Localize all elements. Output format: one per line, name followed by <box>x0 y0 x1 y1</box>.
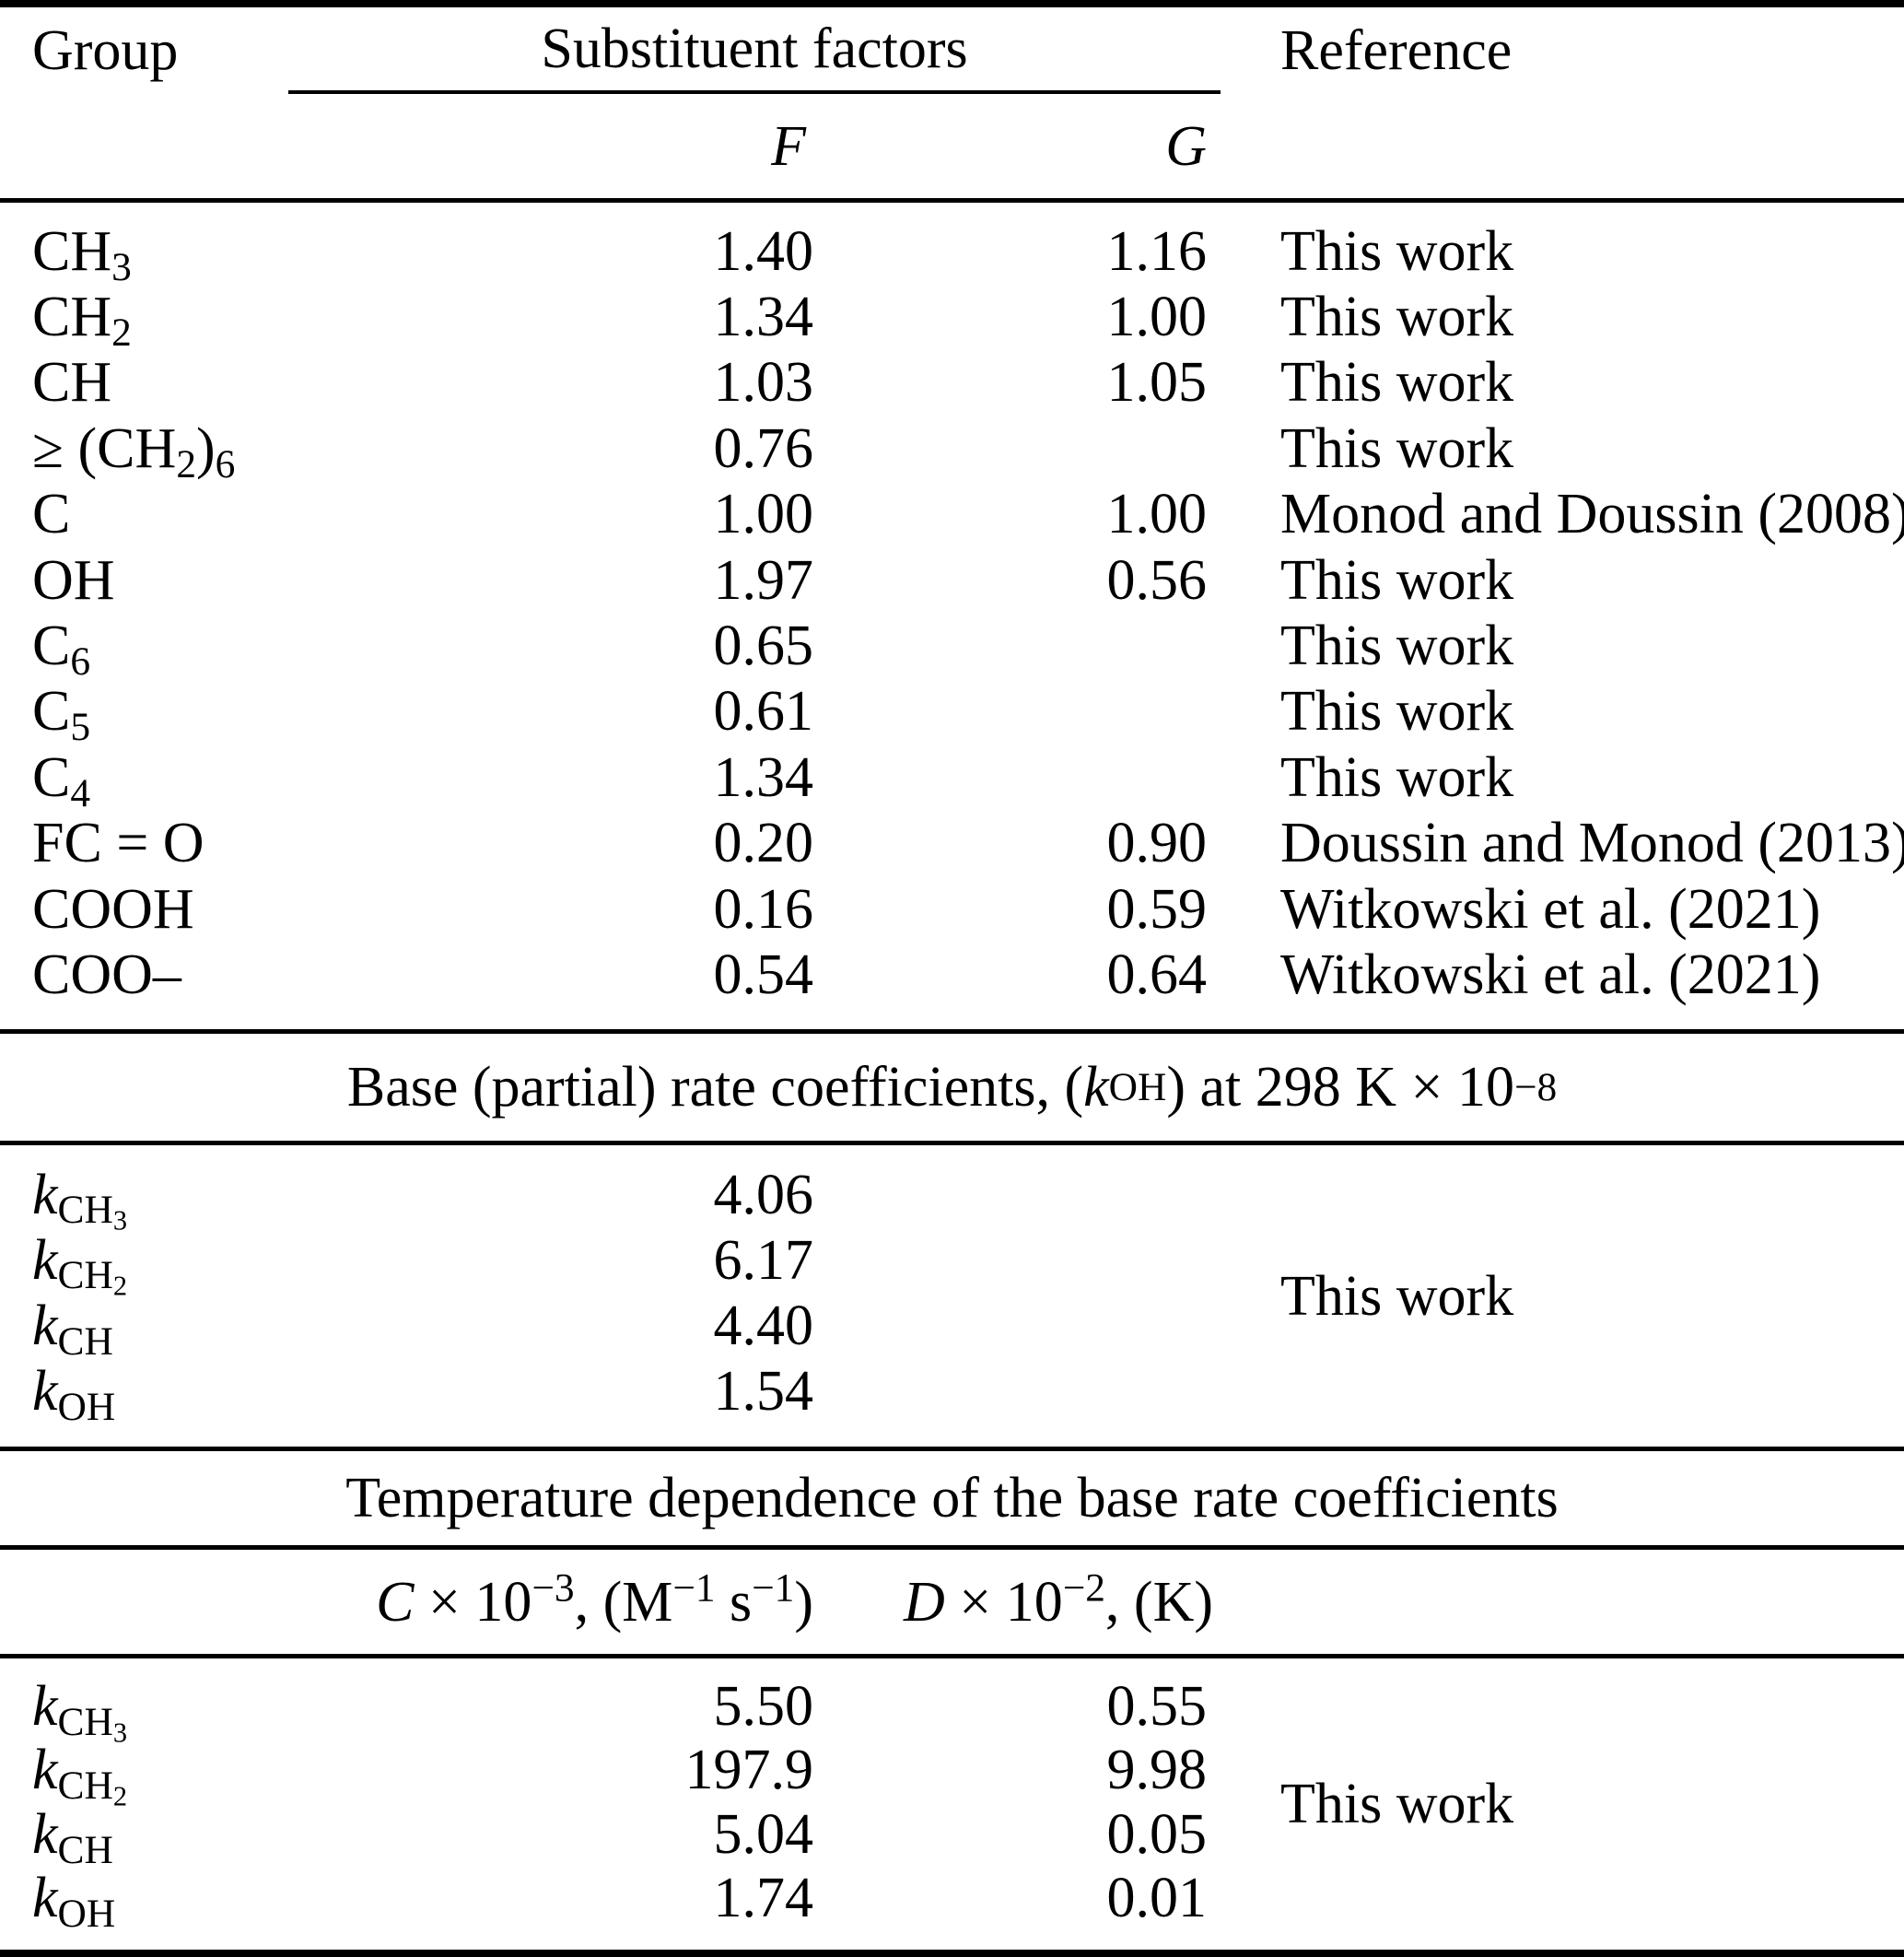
reference-cell: Witkowski et al. (2021) <box>1280 943 1821 1006</box>
f-value: 0.61 <box>713 680 814 744</box>
reference-cell: This work <box>1280 680 1514 744</box>
table-rule <box>0 1029 1904 1034</box>
group-cell: FC = O <box>32 812 204 875</box>
rate-label: kCH2 <box>32 1739 127 1812</box>
table-rule <box>0 1545 1904 1550</box>
f-value: 1.00 <box>713 483 814 546</box>
f-value: 1.34 <box>713 286 814 349</box>
temperature-reference: This work <box>1280 1773 1514 1835</box>
section-title-temperature-dependence: Temperature dependence of the base rate … <box>345 1467 1559 1529</box>
rate-value: 1.54 <box>713 1359 814 1423</box>
f-value: 0.54 <box>713 943 814 1006</box>
f-value: 1.40 <box>713 219 814 283</box>
table-top-rule <box>0 0 1904 7</box>
reference-cell: Witkowski et al. (2021) <box>1280 877 1821 941</box>
reference-cell: This work <box>1280 745 1514 809</box>
g-value: 1.16 <box>1106 219 1208 283</box>
g-value: 0.90 <box>1106 812 1208 875</box>
f-value: 0.16 <box>713 877 814 941</box>
substituent-factors-label: Substituent factors <box>541 18 968 80</box>
table-bottom-rule <box>0 1950 1904 1957</box>
f-value: 0.65 <box>713 615 814 678</box>
group-cell: CH3 <box>32 219 132 289</box>
column-header-f: F <box>771 114 806 178</box>
f-value: 1.03 <box>713 351 814 415</box>
column-header-c: C × 10−3, (M−1 s−1) <box>376 1564 813 1634</box>
g-value: 1.00 <box>1106 483 1208 546</box>
column-header-group: Group <box>32 19 179 82</box>
table-subheader-row: F G <box>0 94 1904 198</box>
reference-cell: Doussin and Monod (2013) <box>1280 812 1904 875</box>
rate-label: kOH <box>32 1867 116 1937</box>
g-value: 0.64 <box>1106 943 1208 1006</box>
group-cell: C <box>32 483 71 546</box>
base-rate-reference: This work <box>1280 1264 1514 1328</box>
d-value: 0.01 <box>1106 1867 1208 1930</box>
group-cell: CH <box>32 351 112 415</box>
column-header-g: G <box>1165 114 1207 178</box>
reference-cell: This work <box>1280 351 1514 415</box>
group-cell: C6 <box>32 615 91 684</box>
c-value: 5.04 <box>713 1802 814 1866</box>
c-value: 5.50 <box>713 1674 814 1738</box>
rate-value: 6.17 <box>713 1228 814 1292</box>
reference-cell: This work <box>1280 615 1514 678</box>
reference-cell: This work <box>1280 548 1514 612</box>
column-header-d: D × 10−2, (K) <box>904 1564 1213 1634</box>
column-header-substituent-factors: Substituent factors <box>288 7 1221 94</box>
f-value: 0.76 <box>713 416 814 480</box>
g-value: 0.56 <box>1106 548 1208 612</box>
rate-label: kCH3 <box>32 1163 127 1236</box>
d-value: 0.55 <box>1106 1674 1208 1738</box>
rate-value: 4.06 <box>713 1163 814 1226</box>
reference-cell: This work <box>1280 219 1514 283</box>
reference-cell: Monod and Doussin (2008) <box>1280 483 1904 546</box>
f-value: 0.20 <box>713 812 814 875</box>
g-value: 1.00 <box>1106 286 1208 349</box>
reference-cell: This work <box>1280 286 1514 349</box>
c-value: 1.74 <box>713 1867 814 1930</box>
group-cell: C5 <box>32 680 91 750</box>
temperature-body: kCH3 5.50 0.55 kCH2 197.9 9.98 kCH 5.04 … <box>0 1658 1904 1950</box>
group-cell: COO– <box>32 943 181 1006</box>
table-rule <box>0 1447 1904 1451</box>
section-title-base-rate: Base (partial) rate coefficients, (k OH) … <box>346 1056 1558 1119</box>
table-rule <box>0 1141 1904 1145</box>
column-header-reference: Reference <box>1280 19 1513 82</box>
temperature-header-row: C × 10−3, (M−1 s−1) D × 10−2, (K) <box>0 1550 1904 1654</box>
rate-label: kCH2 <box>32 1228 127 1302</box>
reference-cell: This work <box>1280 416 1514 480</box>
f-value: 1.34 <box>713 745 814 809</box>
substituent-factors-body: CH3 1.40 1.16 This work CH2 1.34 1.00 Th… <box>0 203 1904 1029</box>
g-value: 1.05 <box>1106 351 1208 415</box>
d-value: 0.05 <box>1106 1802 1208 1866</box>
group-cell: ≥ (CH2)6 <box>32 416 236 486</box>
group-cell: COOH <box>32 877 194 941</box>
base-rate-body: kCH3 4.06 kCH2 6.17 kCH 4.40 kOH 1.54 Th… <box>0 1145 1904 1447</box>
table-rule <box>0 1654 1904 1658</box>
rate-label: kCH3 <box>32 1674 127 1749</box>
g-value: 0.59 <box>1106 877 1208 941</box>
table-rule <box>0 198 1904 203</box>
rate-label: kCH <box>32 1294 113 1364</box>
rate-label: kCH <box>32 1802 113 1872</box>
rate-label: kOH <box>32 1359 116 1429</box>
group-cell: CH2 <box>32 286 132 355</box>
group-cell: OH <box>32 548 115 612</box>
f-value: 1.97 <box>713 548 814 612</box>
group-cell: C4 <box>32 745 91 815</box>
table-header-row: Group Substituent factors Reference <box>0 7 1904 94</box>
d-value: 9.98 <box>1106 1739 1208 1802</box>
rate-value: 4.40 <box>713 1294 814 1357</box>
c-value: 197.9 <box>684 1739 814 1802</box>
